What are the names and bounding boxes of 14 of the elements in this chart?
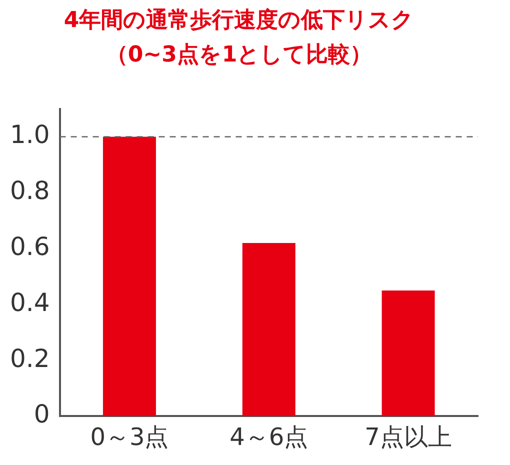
x-tick-label: 4～6点: [230, 422, 308, 451]
x-tick-label: 7点以上: [364, 422, 452, 451]
chart-subtitle: （0~3点を1として比較）: [106, 42, 372, 68]
y-tick-label: 0.4: [10, 288, 50, 317]
y-tick-label: 0: [34, 400, 50, 429]
y-tick-label: 0.8: [10, 176, 50, 206]
y-tick-label: 1.0: [10, 120, 50, 150]
bar: [242, 242, 296, 416]
bar: [102, 136, 156, 416]
chart-title: 4年間の通常歩行速度の低下リスク: [64, 6, 414, 33]
y-tick-label: 0.2: [10, 344, 50, 373]
y-tick-label: 0.6: [10, 232, 50, 262]
bar: [382, 290, 435, 416]
x-tick-label: 0～3点: [90, 422, 169, 451]
